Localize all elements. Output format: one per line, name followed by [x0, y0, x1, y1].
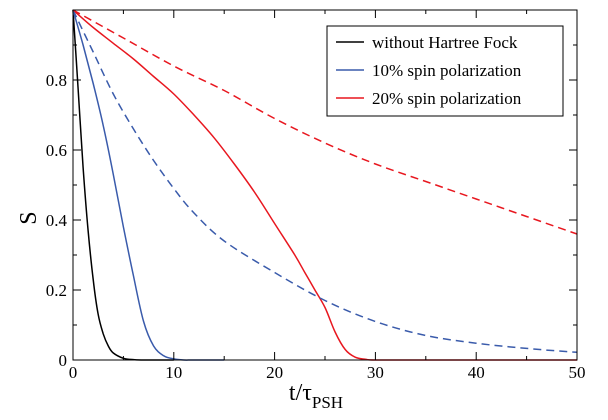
legend-label-1: 10% spin polarization	[372, 61, 522, 80]
y-tick-label: 0.2	[46, 281, 67, 300]
x-tick-label: 10	[165, 363, 182, 382]
x-axis-title: t/τPSH	[289, 380, 343, 412]
y-tick-label: 0.4	[46, 211, 68, 230]
x-tick-label: 40	[468, 363, 485, 382]
y-axis-title: S	[16, 211, 42, 224]
series-line-4	[72, 9, 578, 235]
legend-box	[326, 25, 564, 117]
legend-label-2: 20% spin polarization	[372, 89, 522, 108]
x-axis-title-main: t/τ	[289, 380, 312, 406]
x-tick-label: 30	[367, 363, 384, 382]
series-line-1	[72, 9, 225, 361]
y-tick-label: 0.8	[46, 71, 67, 90]
y-tick-label: 0	[59, 351, 68, 370]
x-axis-title-subscript: PSH	[312, 393, 343, 412]
x-tick-label: 20	[266, 363, 283, 382]
series-line-2	[72, 9, 577, 361]
x-tick-label: 0	[69, 363, 78, 382]
x-tick-label: 50	[569, 363, 586, 382]
y-tick-label: 0.6	[46, 141, 67, 160]
ticks-layer: 0 10 20 30 40 50 0 0.2 0.4 0.6 0.8	[46, 10, 586, 382]
legend-label-0: without Hartree Fock	[372, 33, 518, 52]
legend: without Hartree Fock 10% spin polarizati…	[326, 25, 564, 117]
series-line-3	[72, 9, 578, 354]
